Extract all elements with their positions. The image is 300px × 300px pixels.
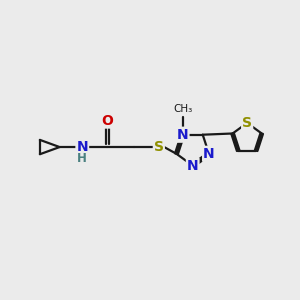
Text: N: N <box>187 159 199 172</box>
Text: S: S <box>242 116 252 130</box>
Text: H: H <box>77 152 87 165</box>
Text: N: N <box>76 140 88 154</box>
Text: O: O <box>101 114 113 128</box>
Text: CH₃: CH₃ <box>173 104 192 114</box>
Text: N: N <box>203 147 215 161</box>
Text: S: S <box>154 140 164 154</box>
Text: N: N <box>177 128 188 142</box>
